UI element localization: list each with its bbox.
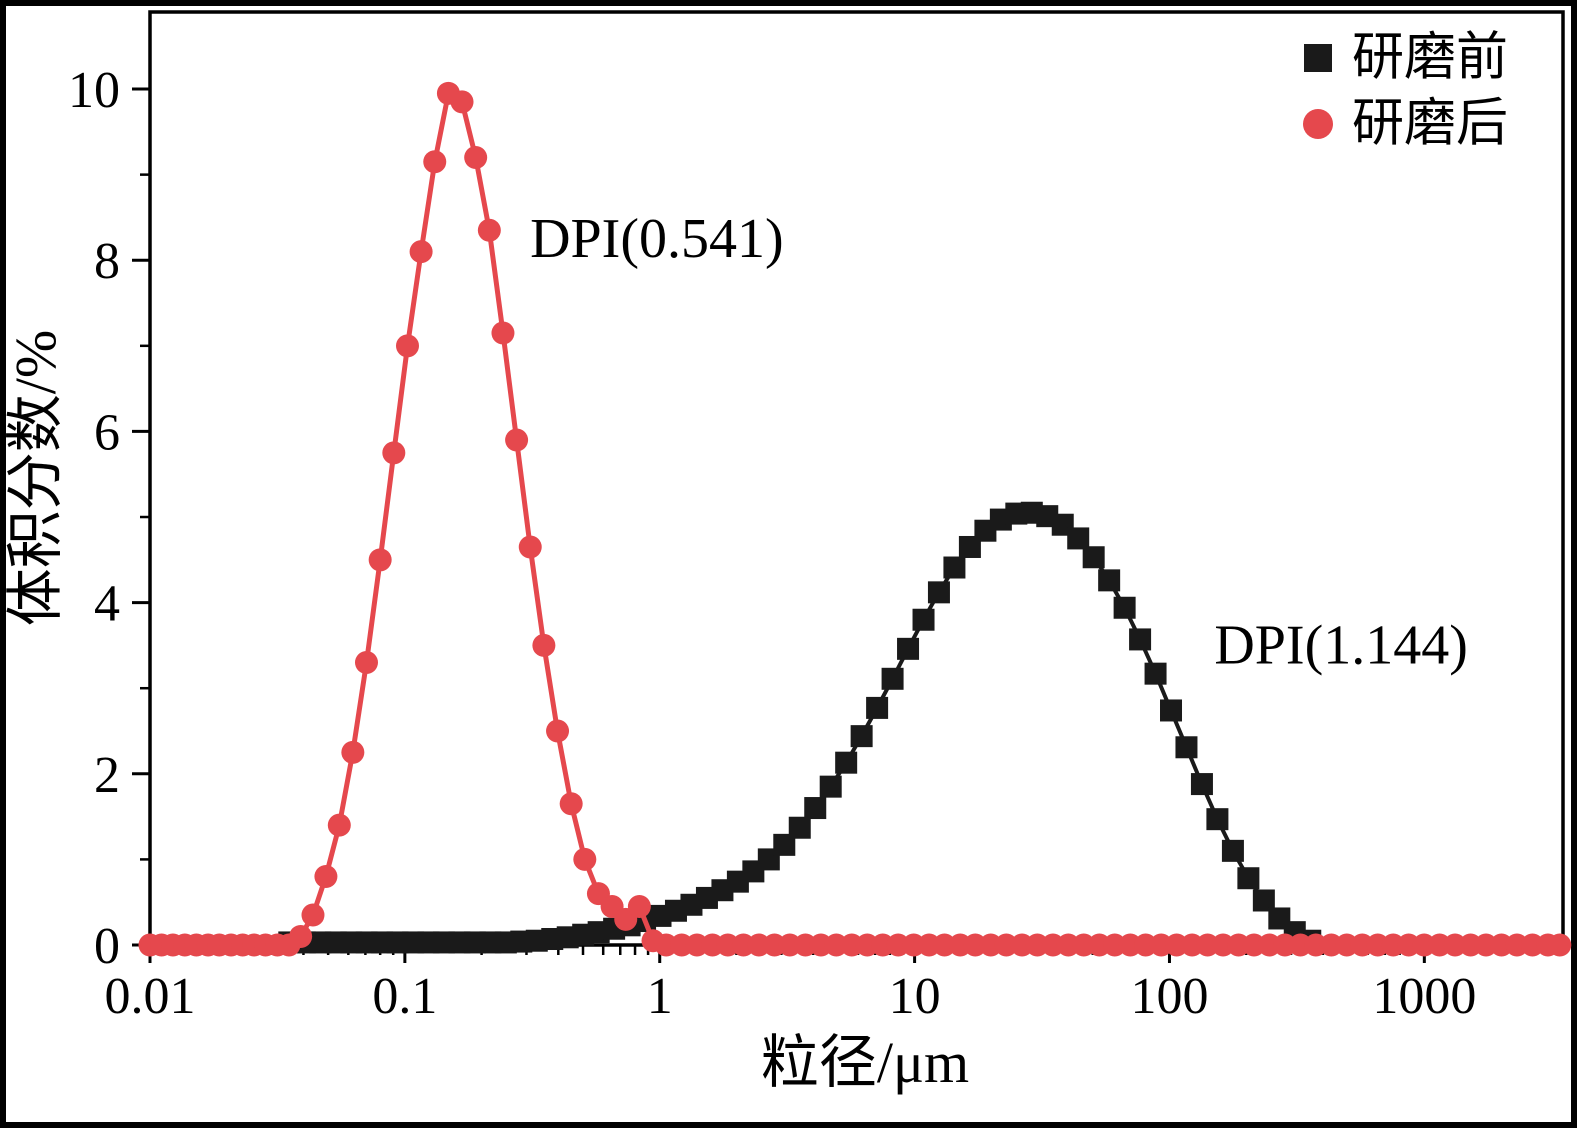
square-data-point-marker xyxy=(912,608,935,631)
square-data-point-marker xyxy=(819,775,842,798)
square-data-point-marker xyxy=(835,751,858,774)
series-layer xyxy=(138,81,1572,957)
square-data-point-marker xyxy=(1175,736,1198,759)
square-data-point-marker xyxy=(1067,527,1090,550)
y-tick-label: 2 xyxy=(94,747,120,804)
square-data-point-marker xyxy=(1144,662,1167,685)
y-tick-label: 6 xyxy=(94,404,120,461)
circle-data-point-marker xyxy=(314,865,338,889)
y-tick-label: 4 xyxy=(94,576,120,633)
x-tick-label: 0.01 xyxy=(105,968,196,1025)
circle-data-point-marker xyxy=(289,924,313,948)
y-axis-title: 体积分数/% xyxy=(3,330,68,626)
square-data-point-marker xyxy=(1160,699,1183,722)
square-data-point-marker xyxy=(897,637,920,660)
square-data-point-marker xyxy=(804,797,827,820)
square-data-point-marker xyxy=(943,556,966,579)
square-data-point-marker xyxy=(850,725,873,748)
x-tick-label: 10 xyxy=(889,968,941,1025)
square-data-point-marker xyxy=(1221,839,1244,862)
circle-data-point-marker xyxy=(382,441,406,465)
square-data-point-marker xyxy=(866,696,889,719)
circle-data-point-marker xyxy=(1548,933,1572,957)
circle-data-point-marker xyxy=(532,633,556,657)
circle-data-point-marker xyxy=(368,548,392,572)
series-line-before-grinding xyxy=(289,510,1312,945)
axes-layer: 0.01 0.1 1 10 100 1000 0 2 4 6 8 10 xyxy=(68,10,1565,1025)
circle-data-point-marker xyxy=(994,933,1018,957)
x-tick-label: 1 xyxy=(647,968,673,1025)
circle-data-point-marker xyxy=(627,894,651,918)
circle-data-point-marker xyxy=(327,813,351,837)
circle-data-point-marker xyxy=(450,90,474,114)
circle-data-point-marker xyxy=(573,847,597,871)
circle-data-point-marker xyxy=(546,719,570,743)
dpi-annotation-1: DPI(1.144) xyxy=(1214,614,1468,676)
square-data-point-marker xyxy=(1113,596,1136,619)
annotation-layer: DPI(0.541) DPI(1.144) xyxy=(530,208,1468,677)
square-data-point-marker xyxy=(1190,773,1213,796)
legend-label-before-grinding: 研磨前 xyxy=(1352,30,1508,87)
square-data-point-marker xyxy=(1129,628,1152,651)
legend: 研磨前 研磨后 xyxy=(1303,30,1508,153)
square-data-point-marker xyxy=(881,667,904,690)
dpi-annotation-0: DPI(0.541) xyxy=(530,208,784,270)
y-tick-label: 0 xyxy=(94,918,120,975)
square-data-point-marker xyxy=(1082,546,1105,569)
square-data-point-marker xyxy=(927,581,950,604)
circle-data-point-marker xyxy=(505,428,529,452)
circle-data-point-marker xyxy=(395,334,419,358)
circle-data-point-marker xyxy=(464,146,488,170)
circle-data-point-marker xyxy=(477,218,501,242)
legend-circle-marker xyxy=(1303,109,1333,139)
circle-data-point-marker xyxy=(301,903,325,927)
circle-data-point-marker xyxy=(354,651,378,675)
circle-data-point-marker xyxy=(518,535,542,559)
circle-data-point-marker xyxy=(932,933,956,957)
x-tick-label: 0.1 xyxy=(372,968,437,1025)
circle-data-point-marker xyxy=(341,740,365,764)
x-tick-label: 1000 xyxy=(1372,968,1476,1025)
circle-data-point-marker xyxy=(409,240,433,264)
square-data-point-marker xyxy=(1098,569,1121,592)
x-tick-label: 100 xyxy=(1130,968,1208,1025)
circle-data-point-marker xyxy=(559,792,583,816)
square-data-point-marker xyxy=(1237,867,1260,890)
x-axis-title: 粒径/μm xyxy=(761,1030,969,1095)
legend-square-marker xyxy=(1304,44,1332,72)
circle-data-point-marker xyxy=(491,321,515,345)
square-data-point-marker xyxy=(788,816,811,839)
square-data-point-marker xyxy=(1252,889,1275,912)
y-tick-label: 8 xyxy=(94,233,120,290)
legend-label-after-grinding: 研磨后 xyxy=(1352,96,1508,153)
square-data-point-marker xyxy=(773,833,796,856)
y-tick-label: 10 xyxy=(68,62,120,119)
circle-data-point-marker xyxy=(423,150,447,174)
square-data-point-marker xyxy=(1206,808,1229,831)
series-line-after-grinding xyxy=(150,90,1560,948)
